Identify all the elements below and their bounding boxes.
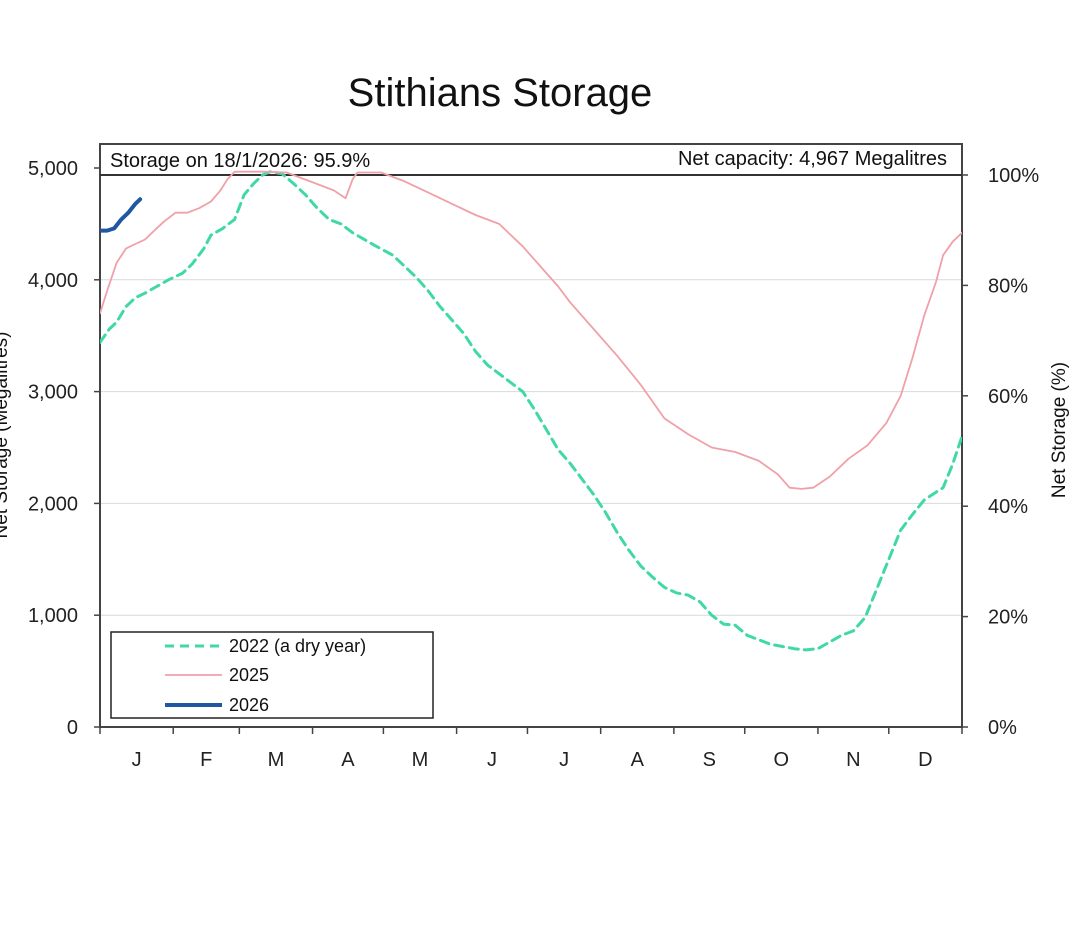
- gridlines: [100, 279, 962, 616]
- legend-label-2025: 2025: [229, 665, 269, 685]
- right-y-axis-label: Net Storage (%): [1049, 362, 1070, 498]
- left-y-axis-label: Net Storage (Megalitres): [0, 332, 12, 539]
- chart-title: Stithians Storage: [348, 71, 653, 115]
- right-tick-label: 20%: [988, 607, 1028, 629]
- left-tick-label: 0: [67, 717, 78, 739]
- series-2025-line: [100, 170, 962, 490]
- legend-box: [110, 631, 434, 719]
- month-label: M: [268, 749, 285, 771]
- month-label: J: [132, 749, 142, 771]
- right-tick-label: 100%: [988, 165, 1039, 187]
- month-label: A: [631, 749, 645, 771]
- right-tick-label: 80%: [988, 275, 1028, 297]
- plot-frame: [99, 143, 963, 728]
- legend-label-2022: 2022 (a dry year): [229, 636, 366, 656]
- right-tick-label: 40%: [988, 496, 1028, 518]
- month-label: N: [846, 749, 860, 771]
- series-2022-line: [100, 170, 962, 652]
- net-capacity-text: Net capacity: 4,967 Megalitres: [678, 148, 947, 170]
- legend-label-2026: 2026: [229, 695, 269, 715]
- storage-on-date-text: Storage on 18/1/2026: 95.9%: [110, 150, 370, 172]
- right-y-axis: 0% 20% 40% 60% 80% 100%: [962, 165, 1039, 739]
- right-tick-label: 60%: [988, 386, 1028, 408]
- left-tick-label: 2,000: [28, 493, 78, 515]
- month-label: S: [703, 749, 716, 771]
- month-label: F: [200, 749, 212, 771]
- left-tick-label: 4,000: [28, 270, 78, 292]
- series-2026-line: [100, 197, 143, 233]
- month-label: A: [341, 749, 355, 771]
- left-y-axis: 0 1,000 2,000 3,000 4,000 5,000: [28, 158, 100, 739]
- series-lines: [100, 170, 962, 652]
- month-label: J: [559, 749, 569, 771]
- left-tick-label: 5,000: [28, 158, 78, 180]
- month-label: M: [412, 749, 429, 771]
- left-tick-label: 1,000: [28, 605, 78, 627]
- left-tick-label: 3,000: [28, 382, 78, 404]
- month-label: D: [918, 749, 932, 771]
- legend: 2022 (a dry year) 2025 2026: [110, 631, 434, 719]
- month-label: O: [774, 749, 790, 771]
- month-label: J: [487, 749, 497, 771]
- right-tick-label: 0%: [988, 717, 1017, 739]
